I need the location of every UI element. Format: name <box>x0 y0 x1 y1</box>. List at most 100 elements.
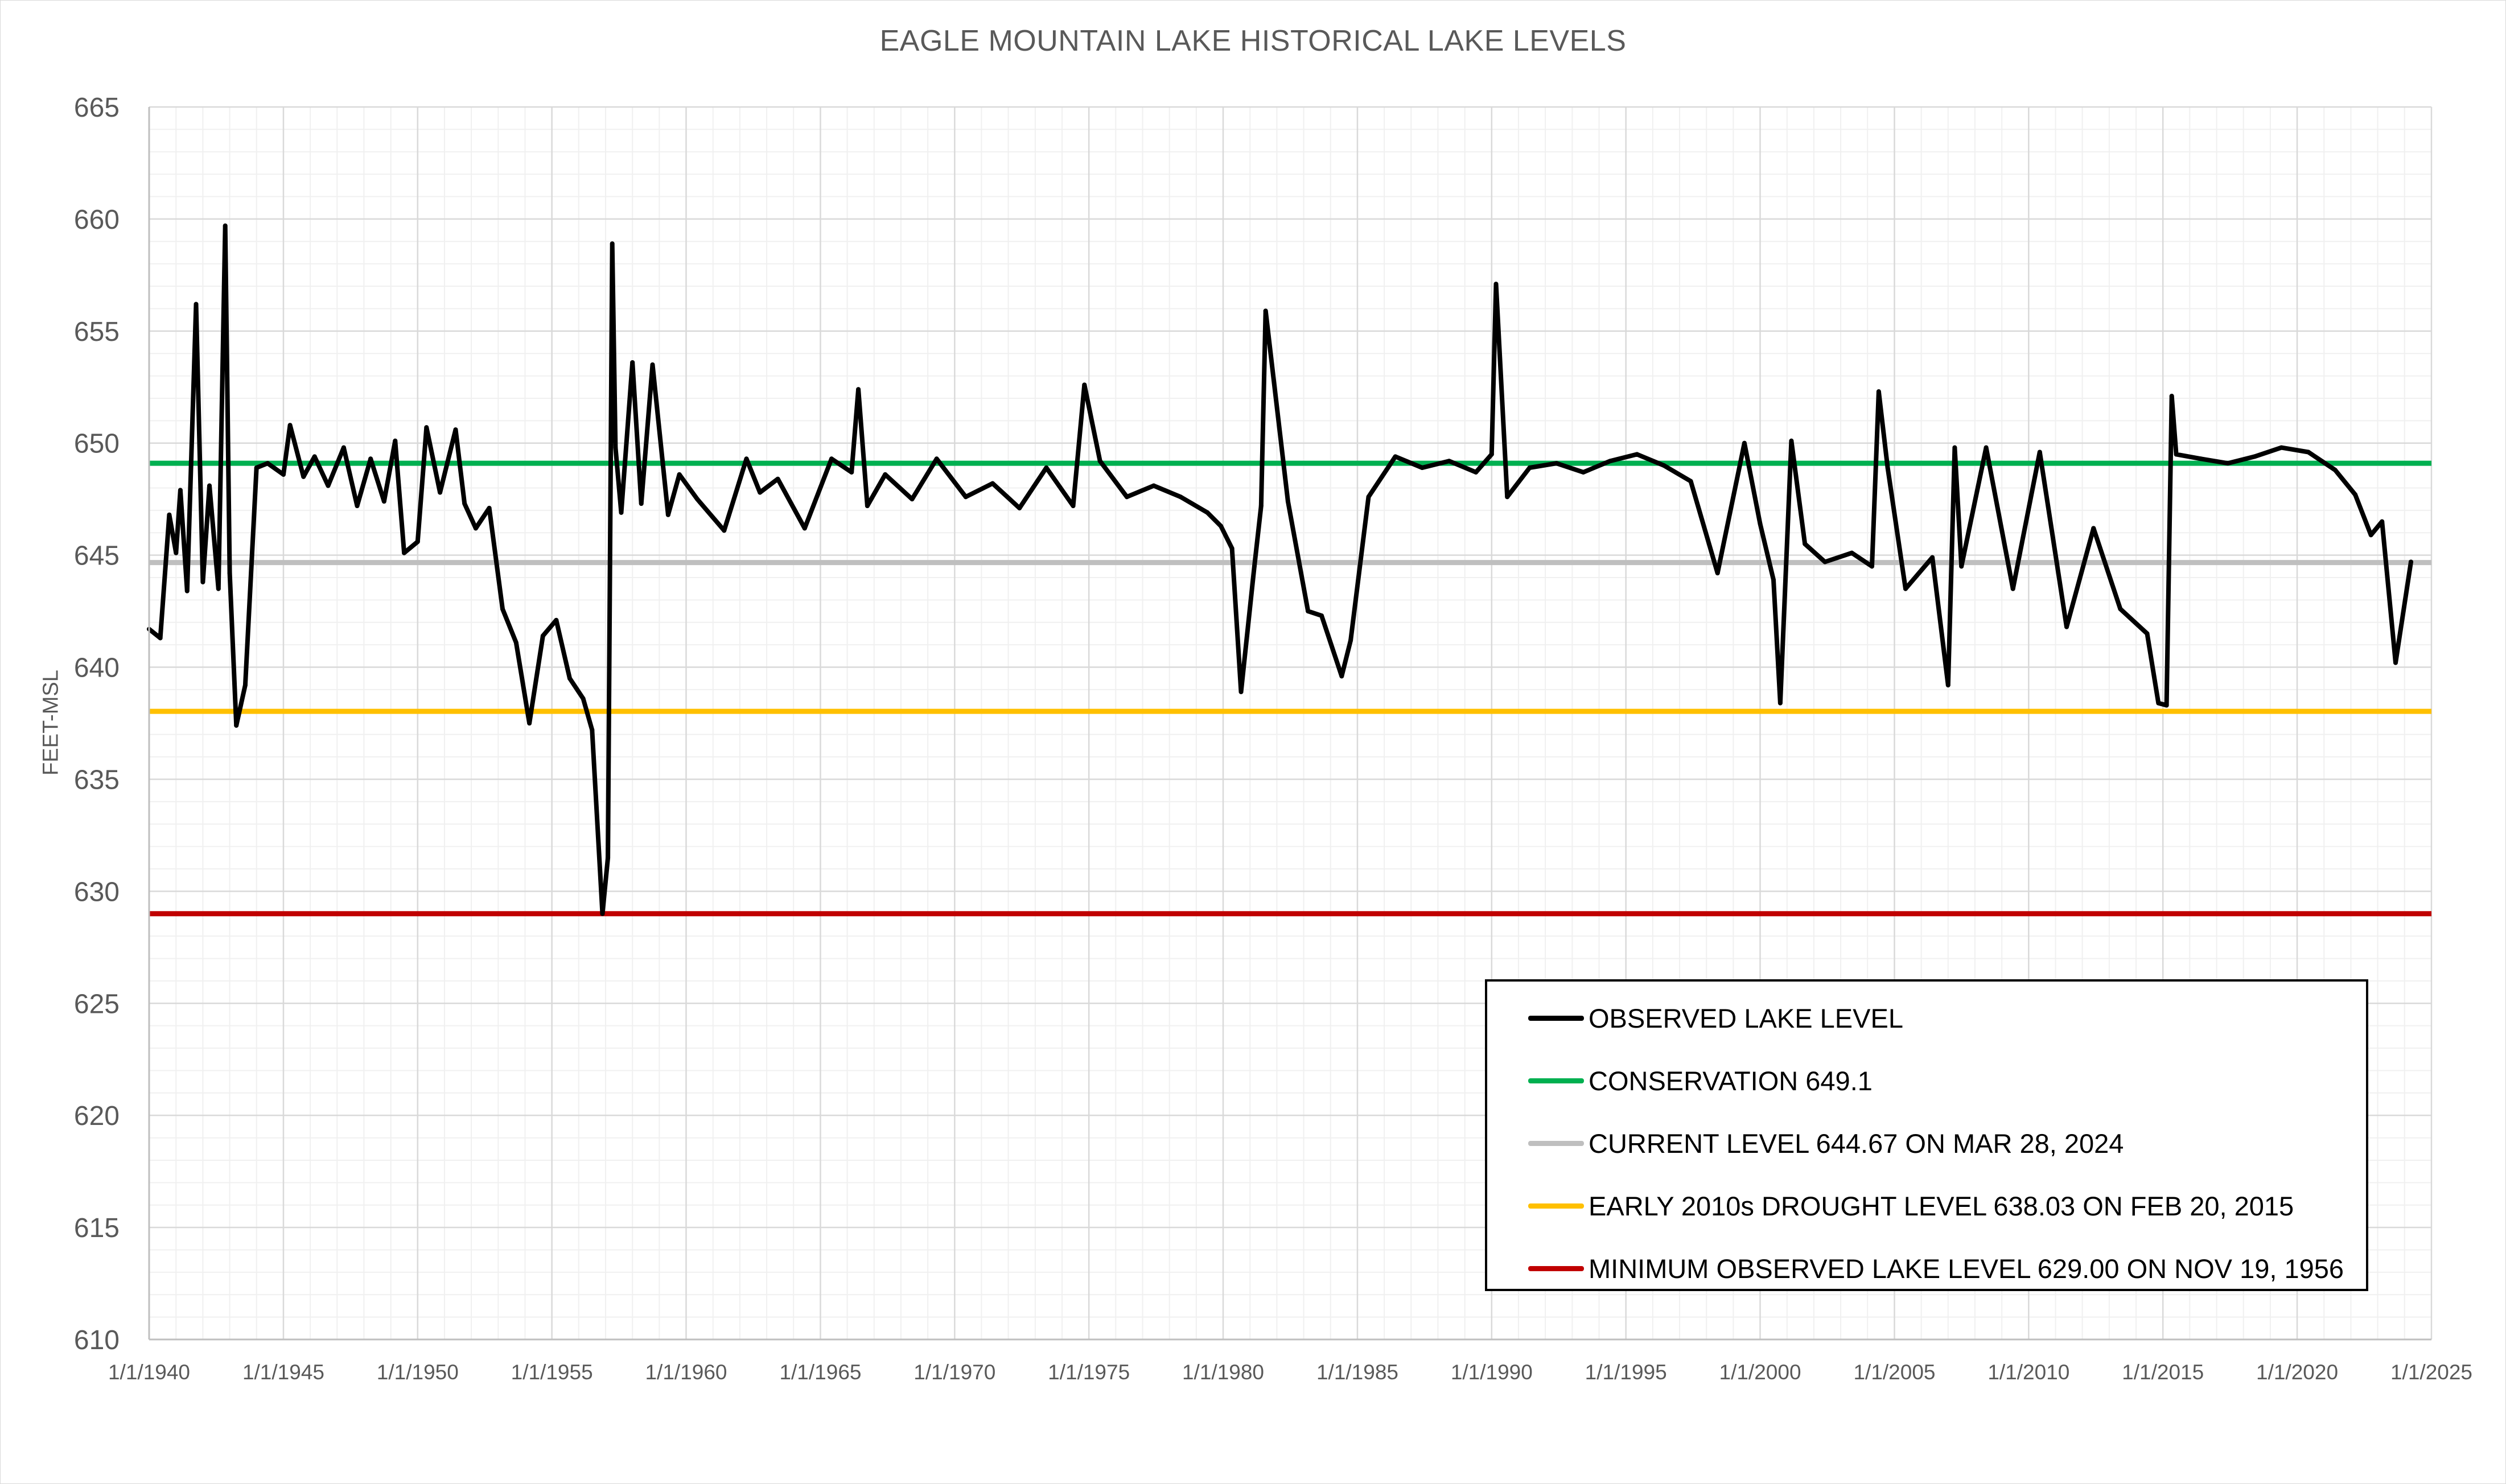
data-point <box>695 497 700 502</box>
data-point <box>1082 382 1087 388</box>
data-point <box>1238 689 1244 694</box>
data-point <box>281 472 286 477</box>
data-point <box>513 640 519 645</box>
data-point <box>1822 559 1828 564</box>
x-tick-label: 1/1/1980 <box>1182 1361 1264 1384</box>
series-layer <box>147 223 2413 916</box>
data-point <box>473 526 478 531</box>
x-tick-label: 1/1/2020 <box>2256 1361 2338 1384</box>
data-point <box>744 456 749 461</box>
data-point <box>402 550 407 555</box>
data-point <box>1789 438 1794 443</box>
data-point <box>355 503 360 508</box>
y-tick-label: 635 <box>74 765 120 795</box>
data-point <box>1306 609 1311 614</box>
data-point <box>1178 494 1183 500</box>
data-point <box>265 461 270 466</box>
data-point <box>1930 555 1935 560</box>
data-point <box>2091 526 2096 531</box>
legend-label-drought: EARLY 2010s DROUGHT LEVEL 638.03 ON FEB … <box>1589 1190 2294 1221</box>
x-tick-label: 1/1/1955 <box>511 1361 593 1384</box>
data-point <box>630 360 635 365</box>
data-point <box>1959 564 1964 569</box>
data-point <box>254 465 259 471</box>
data-point <box>2332 467 2338 472</box>
data-point <box>590 727 595 732</box>
data-point <box>167 512 172 517</box>
data-point <box>883 472 888 477</box>
data-point <box>1219 523 1224 529</box>
data-point <box>1348 638 1353 643</box>
data-point <box>934 456 939 461</box>
data-point <box>1715 571 1720 576</box>
data-point <box>462 501 467 506</box>
y-tick-label: 610 <box>74 1325 120 1355</box>
data-point <box>1393 454 1398 459</box>
data-point <box>650 362 655 367</box>
y-tick-label: 650 <box>74 429 120 459</box>
data-point <box>207 483 212 488</box>
data-point <box>1252 564 1257 569</box>
data-point <box>453 427 458 432</box>
y-tick-label: 625 <box>74 989 120 1019</box>
data-point <box>775 476 780 481</box>
data-point <box>1493 282 1499 287</box>
data-point <box>242 683 248 688</box>
data-point <box>1258 503 1264 508</box>
data-point <box>1097 459 1102 464</box>
data-point <box>849 469 854 475</box>
data-point <box>1903 586 1908 591</box>
data-point <box>1876 389 1881 394</box>
data-point <box>554 617 559 623</box>
data-point <box>540 633 545 638</box>
data-point <box>2198 456 2203 461</box>
y-tick-label: 615 <box>74 1213 120 1243</box>
legend-swatch-observed <box>1528 1015 1584 1021</box>
data-point <box>2037 450 2042 455</box>
data-point <box>758 490 763 495</box>
legend-item-minimum: MINIMUM OBSERVED LAKE LEVEL 629.00 ON NO… <box>1528 1251 2344 1285</box>
data-point <box>665 512 670 517</box>
x-tick-labels: 1/1/1940 1/1/1945 1/1/1950 1/1/1955 1/1/1960… <box>108 1361 2472 1384</box>
y-tick-label: 620 <box>74 1101 120 1131</box>
data-point <box>1366 494 1371 500</box>
data-point <box>223 223 228 228</box>
x-tick-label: 1/1/1940 <box>108 1361 190 1384</box>
data-point <box>1952 445 1957 450</box>
data-point <box>2118 607 2123 612</box>
legend-swatch-minimum <box>1528 1265 1584 1271</box>
data-point <box>963 494 968 500</box>
legend-item-conservation: CONSERVATION 649.1 <box>1528 1063 1873 1098</box>
x-tick-label: 1/1/1995 <box>1585 1361 1667 1384</box>
data-point <box>990 481 995 486</box>
data-point <box>1581 469 1586 475</box>
data-point <box>174 550 179 555</box>
data-point <box>613 445 618 450</box>
data-point <box>1489 452 1494 457</box>
data-point <box>2145 631 2150 636</box>
data-point <box>1285 499 1290 504</box>
data-point <box>581 696 586 701</box>
x-tick-label: 1/1/2005 <box>1853 1361 1935 1384</box>
data-point <box>393 438 398 443</box>
legend-swatch-conservation <box>1528 1078 1584 1083</box>
data-point <box>1419 465 1425 471</box>
x-tick-label: 1/1/1960 <box>645 1361 727 1384</box>
data-point <box>1661 463 1666 468</box>
legend-label-conservation: CONSERVATION 649.1 <box>1589 1065 1873 1096</box>
data-point <box>184 588 190 593</box>
data-point <box>227 571 232 576</box>
data-point <box>1608 459 1613 464</box>
legend-item-current: CURRENT LEVEL 644.67 ON MAR 28, 2024 <box>1528 1126 2124 1160</box>
x-tick-label: 1/1/2015 <box>2122 1361 2204 1384</box>
data-point <box>1044 465 1049 471</box>
legend-label-minimum: MINIMUM OBSERVED LAKE LEVEL 629.00 ON NO… <box>1589 1253 2344 1284</box>
data-point <box>606 855 611 860</box>
x-tick-label: 1/1/1965 <box>779 1361 861 1384</box>
data-point <box>2279 445 2284 450</box>
data-point <box>1151 483 1157 488</box>
data-point <box>158 636 163 641</box>
data-point <box>2306 450 2311 455</box>
y-tick-labels: 610 615 620 625 630 635 640 645 650 655 660 665 <box>74 93 120 1355</box>
data-point <box>1885 465 1890 471</box>
